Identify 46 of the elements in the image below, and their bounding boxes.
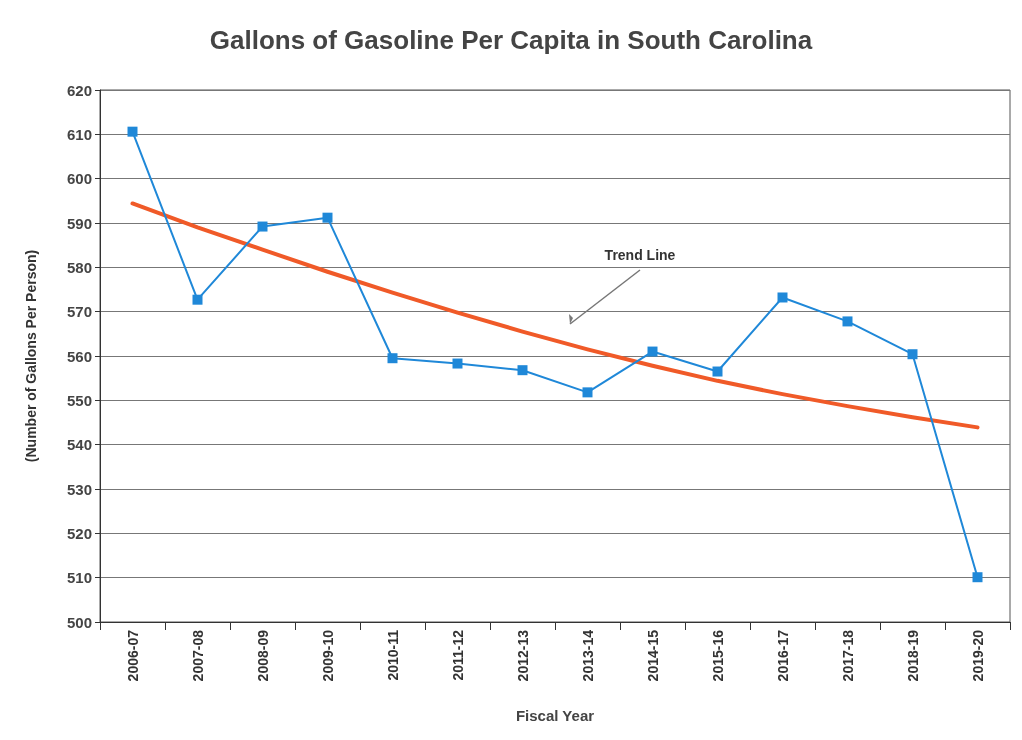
point (907, 349, 918, 360)
point (647, 346, 658, 357)
point (387, 353, 398, 364)
x-tick-label: 2018-19 (904, 629, 921, 682)
point (517, 365, 528, 376)
x-tick-label: 2009-10 (319, 629, 336, 682)
x-tick-label: 2011-12 (449, 629, 466, 681)
y-axis-title: (Number of Gallons Per Person) (23, 249, 39, 463)
x-tick-label: 2014-15 (644, 629, 661, 682)
point (257, 221, 268, 232)
y-tick-label: 620 (66, 81, 92, 99)
x-tick-label: 2007-08 (189, 629, 206, 682)
x-tick-label: 2016-17 (774, 629, 791, 682)
y-tick-label: 590 (66, 214, 92, 232)
point (127, 126, 138, 137)
x-tick-label: 2006-07 (124, 629, 141, 682)
point (582, 387, 593, 398)
y-tick-label: 600 (66, 170, 92, 188)
line-series (130, 201, 980, 430)
point (972, 572, 983, 583)
annotation: Trend Line (604, 247, 676, 263)
y-tick-label: 560 (66, 347, 92, 365)
y-tick-label: 580 (66, 258, 92, 276)
x-tick-label: 2008-09 (254, 629, 271, 682)
x-axis-title: Fiscal Year (515, 707, 595, 724)
x-tick-label: 2010-11 (384, 629, 401, 681)
point (192, 294, 203, 305)
y-tick-label: 570 (66, 303, 92, 321)
point (842, 316, 853, 327)
y-tick-label: 550 (66, 391, 92, 409)
y-tick-label: 540 (66, 436, 92, 454)
y-tick-label: 610 (66, 125, 92, 143)
y-tick-label: 500 (66, 613, 92, 631)
x-tick-label: 2012-13 (514, 629, 531, 682)
chart-title: Gallons of Gasoline Per Capita in South Carolina (209, 25, 813, 55)
x-tick-label: 2017-18 (839, 629, 856, 682)
point (322, 212, 333, 223)
y-tick-label: 510 (66, 569, 92, 587)
y-tick-label: 520 (66, 524, 92, 542)
point (712, 366, 723, 377)
x-tick-label: 2015-16 (709, 629, 726, 682)
x-tick-label: 2019-20 (969, 629, 986, 682)
point (777, 292, 788, 303)
y-tick-label: 530 (66, 480, 92, 498)
x-tick-label: 2013-14 (579, 629, 596, 682)
point (452, 358, 463, 369)
